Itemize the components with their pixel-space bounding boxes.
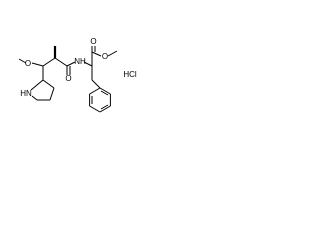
atom-label: O [25, 59, 31, 68]
bond [99, 87, 111, 95]
bond [54, 57, 68, 67]
atom-labels: O O NH O O HN HCl [20, 37, 137, 98]
bond [49, 87, 55, 101]
atom-label: O [90, 37, 96, 46]
bonds [18, 46, 118, 113]
bond [89, 87, 101, 95]
bond [99, 105, 111, 113]
atom-label: NH [74, 57, 86, 66]
bond [91, 51, 102, 57]
bond [66, 61, 76, 67]
bond [89, 105, 101, 113]
structure: O O NH O O HN HCl [18, 37, 137, 113]
page: {"atoms": {"methoxy_oxygen": "O", "amide… [0, 0, 152, 152]
salt-label: HCl [123, 70, 137, 79]
bond [18, 58, 27, 64]
bond [30, 79, 44, 91]
atom-label: HN [20, 89, 32, 98]
bond [83, 61, 93, 67]
atom-label: O [65, 74, 71, 83]
bond [42, 79, 55, 89]
bond [91, 79, 101, 89]
bond [100, 90, 109, 96]
atom-label: O [102, 52, 108, 61]
bond [31, 62, 44, 67]
bond [42, 57, 56, 67]
bond [100, 104, 109, 110]
bond [31, 95, 38, 101]
bond [107, 50, 118, 57]
